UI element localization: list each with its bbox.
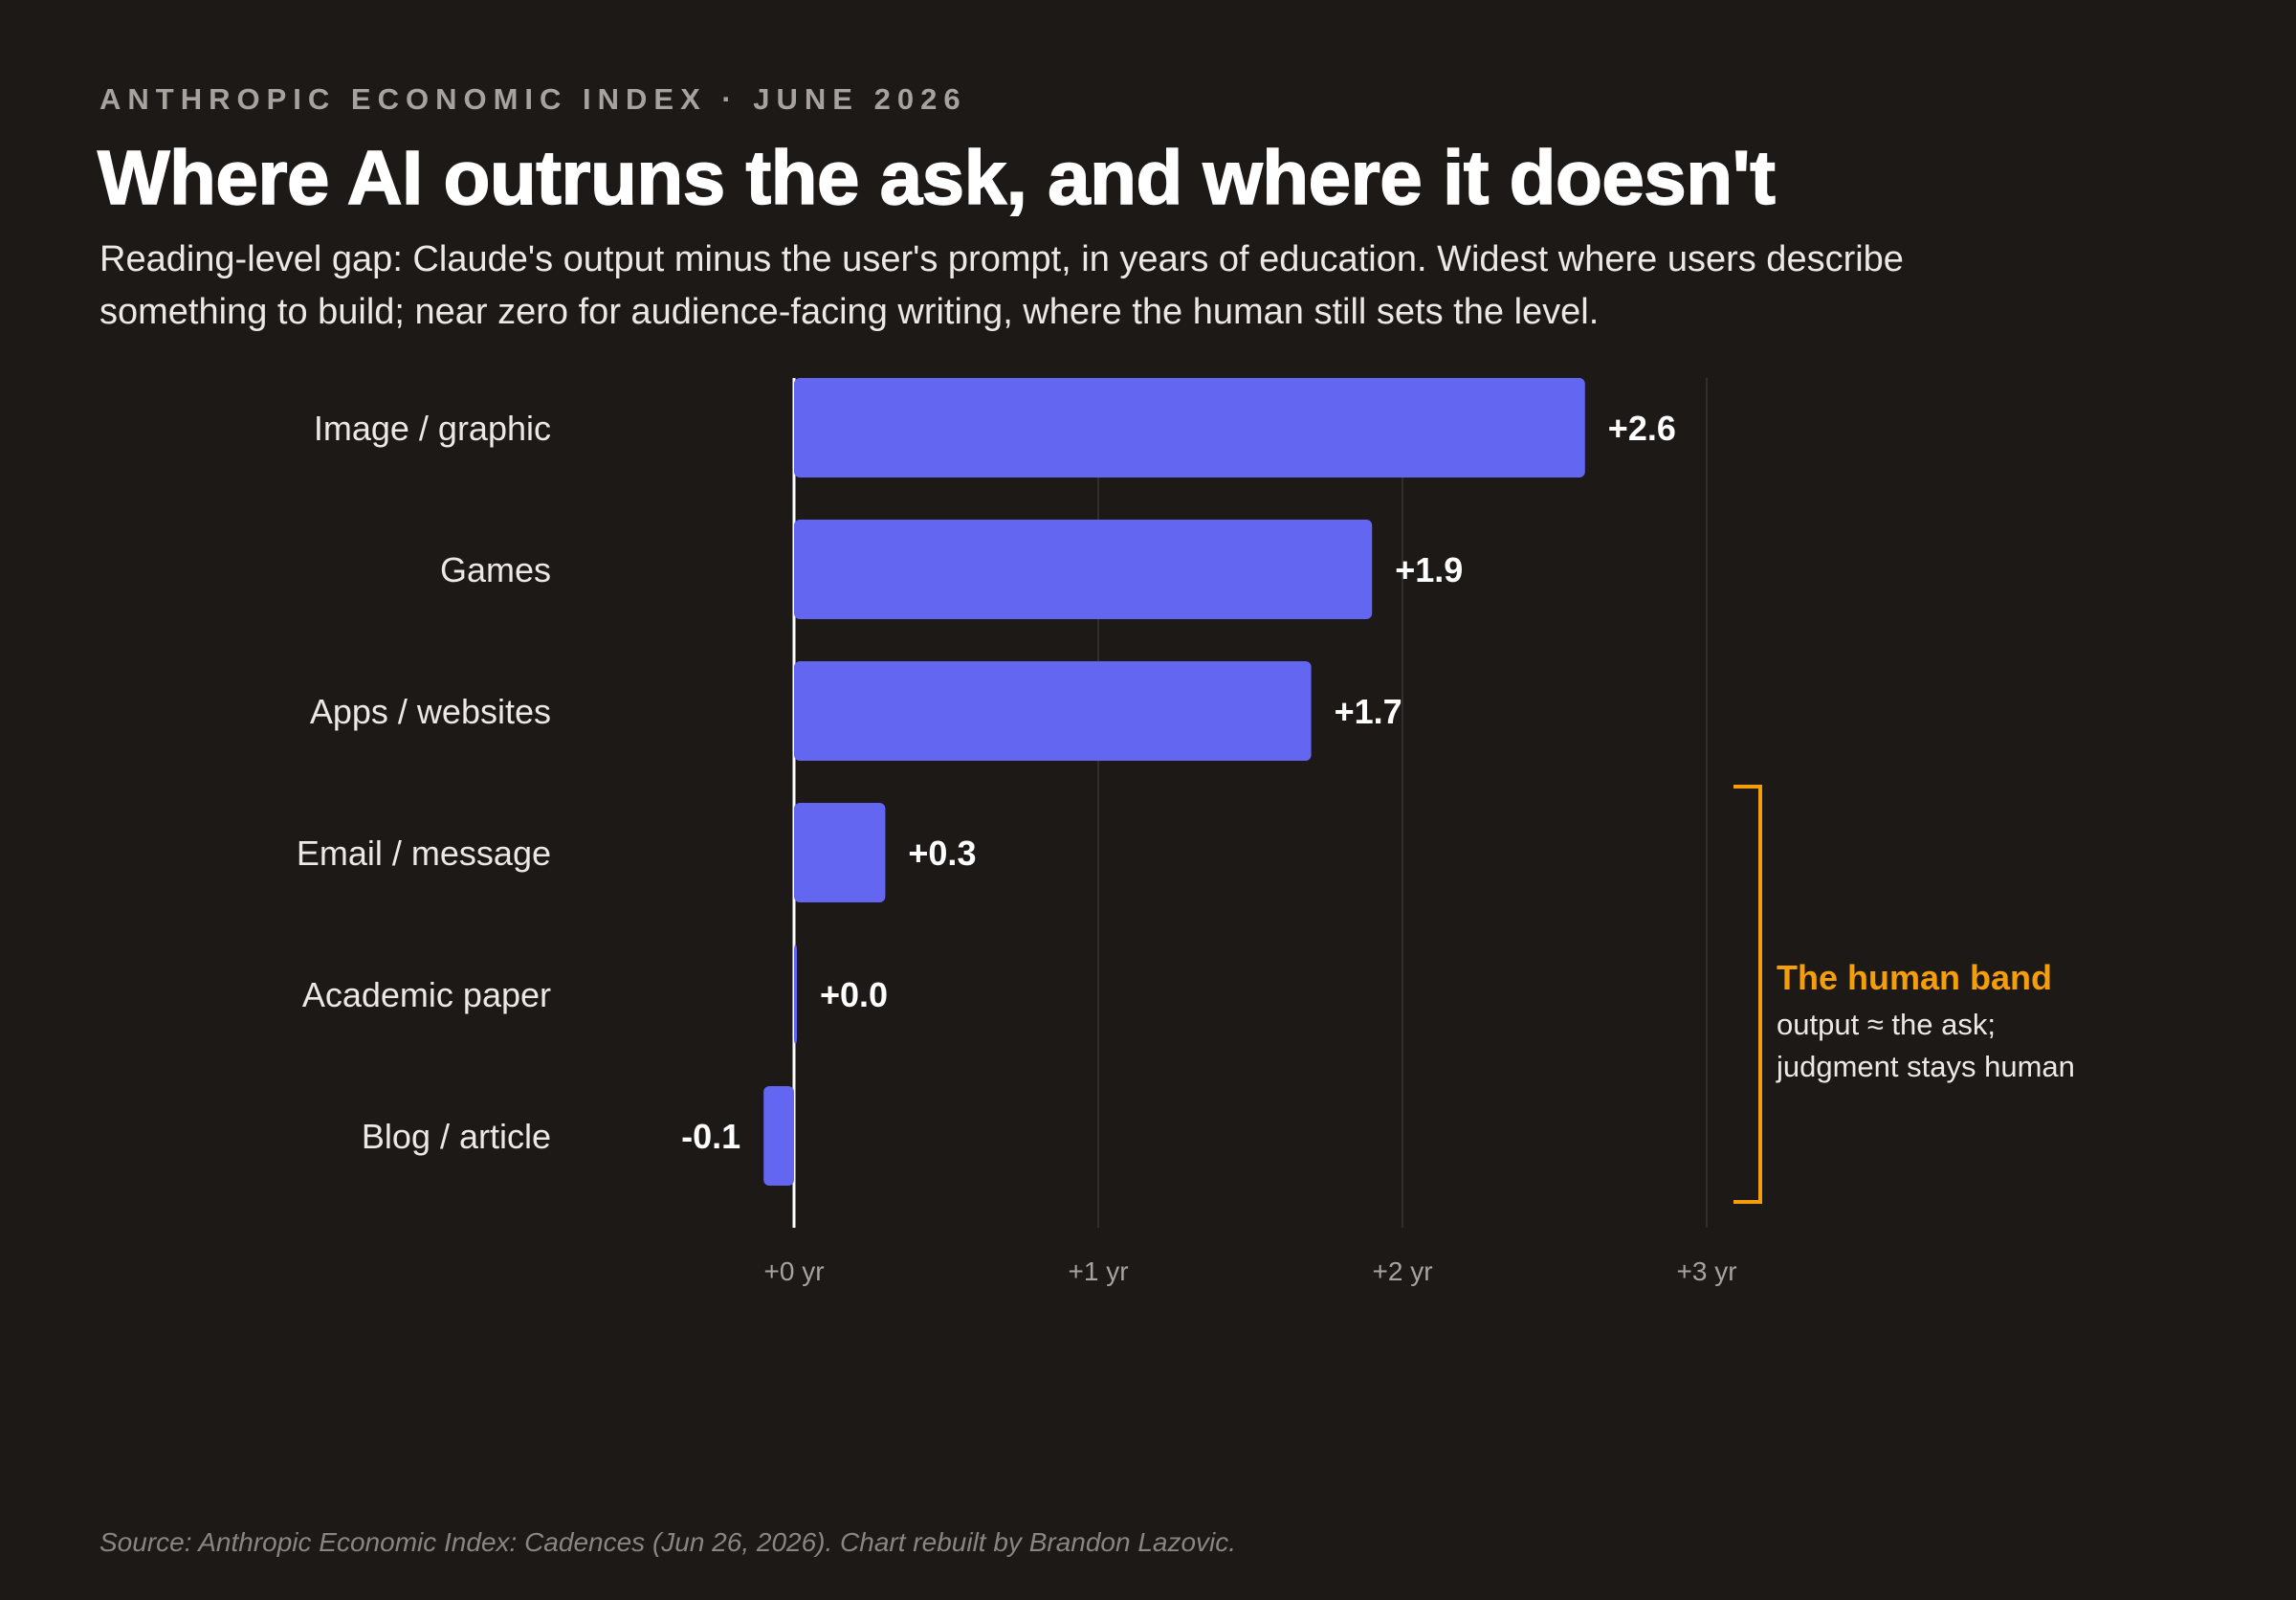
source-footnote: Source: Anthropic Economic Index: Cadenc… [99, 1527, 1237, 1557]
x-tick-label: +1 yr [1068, 1256, 1128, 1286]
category-label: Games [440, 550, 551, 589]
bar [763, 1086, 794, 1186]
x-tick-label: +2 yr [1372, 1256, 1432, 1286]
category-label: Email / message [297, 833, 551, 873]
chart-title: Where AI outruns the ask, and where it d… [97, 134, 1776, 221]
bar [794, 944, 797, 1044]
labels: +0 yr +1 yr +2 yr +3 yr Image / graphic +2.6 G… [297, 409, 1737, 1286]
value-label: +0.3 [908, 833, 976, 873]
value-label: +1.9 [1395, 550, 1463, 589]
bar [794, 378, 1585, 478]
bars [763, 378, 1585, 1186]
chart-subtitle: Reading-level gap: Claude's output minus… [99, 239, 1904, 332]
category-label: Image / graphic [314, 409, 551, 448]
value-label: +0.0 [820, 975, 888, 1014]
annotation-line: judgment stays human [1776, 1050, 2075, 1083]
human-band-annotation: The human band output ≈ the ask; judgment … [1733, 785, 2075, 1204]
category-label: Academic paper [302, 975, 551, 1014]
x-tick-label: +3 yr [1676, 1256, 1736, 1286]
category-label: Apps / websites [310, 692, 551, 731]
gridlines [792, 378, 1708, 1228]
value-label: +2.6 [1608, 409, 1676, 448]
bar [794, 520, 1373, 619]
value-label: -0.1 [681, 1117, 740, 1156]
bar [794, 803, 886, 902]
human-band-bracket [1733, 785, 1762, 1204]
annotation-title: The human band [1777, 958, 2052, 997]
eyebrow-label: ANTHROPIC ECONOMIC INDEX · JUNE 2026 [99, 82, 967, 116]
annotation-line: output ≈ the ask; [1777, 1008, 1996, 1041]
category-label: Blog / article [362, 1117, 551, 1156]
value-label: +1.7 [1335, 692, 1402, 731]
bar [794, 661, 1312, 761]
x-tick-label: +0 yr [763, 1256, 824, 1286]
